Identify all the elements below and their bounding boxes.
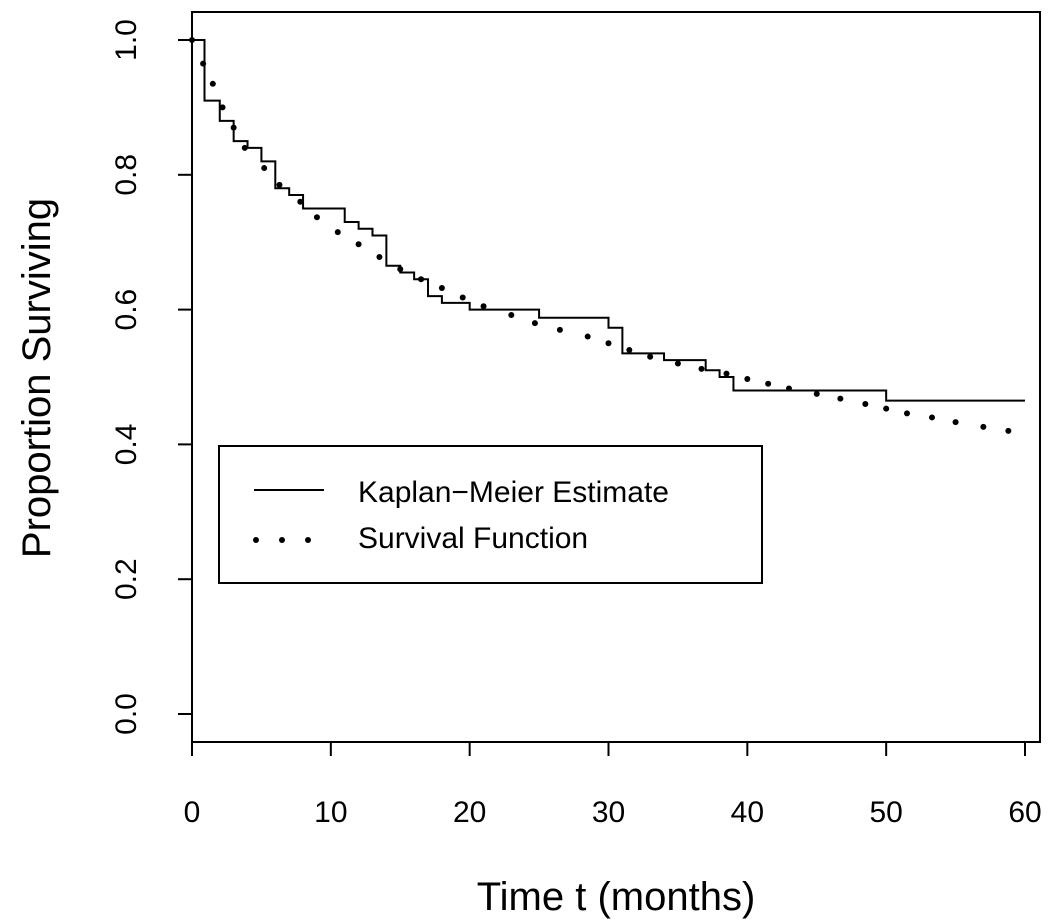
survival-point <box>376 254 383 261</box>
survival-point <box>674 360 681 367</box>
survival-point <box>605 340 612 347</box>
survival-point <box>200 60 207 67</box>
survival-point <box>647 353 654 360</box>
x-tick-label: 30 <box>592 796 625 829</box>
km-step-line <box>192 39 1025 402</box>
x-tick-label: 10 <box>314 796 347 829</box>
legend-label-km: Kaplan−Meier Estimate <box>358 476 669 509</box>
survival-point <box>297 198 304 205</box>
legend-label-survival: Survival Function <box>358 522 588 555</box>
survival-point <box>584 333 591 340</box>
survival-point <box>219 104 226 111</box>
survival-point <box>883 405 890 412</box>
survival-point <box>723 370 730 377</box>
survival-point <box>438 285 445 292</box>
y-tick-label: 0.6 <box>110 289 143 331</box>
x-tick-label: 0 <box>184 796 201 829</box>
survival-point <box>862 400 869 407</box>
survival-point <box>459 294 466 301</box>
survival-point <box>744 376 751 383</box>
survival-point <box>1005 427 1012 434</box>
x-axis-ticks: 0 10 20 30 40 50 60 <box>184 742 1042 829</box>
survival-point <box>209 80 216 87</box>
legend-box <box>218 445 763 584</box>
survival-point <box>928 414 935 421</box>
survival-point <box>189 37 195 43</box>
survival-point <box>480 303 487 310</box>
legend: Kaplan−Meier Estimate Survival Function <box>218 445 763 584</box>
x-tick-label: 40 <box>731 796 764 829</box>
y-axis-title: Proportion Surviving <box>15 198 59 558</box>
survival-point <box>952 419 959 426</box>
x-tick-label: 60 <box>1008 796 1041 829</box>
survival-point <box>785 385 792 392</box>
survival-point <box>313 214 320 221</box>
survival-point <box>508 311 515 318</box>
survival-point <box>765 380 772 387</box>
legend-swatch-survival <box>253 537 311 543</box>
survival-point <box>230 124 237 131</box>
legend-dot <box>279 537 285 543</box>
x-tick-label: 50 <box>869 796 902 829</box>
y-tick-label: 1.0 <box>110 19 143 61</box>
survival-point <box>903 410 910 417</box>
survival-point <box>980 423 987 430</box>
x-tick-label: 20 <box>453 796 486 829</box>
x-axis-title: Time t (months) <box>477 875 756 919</box>
survival-point <box>698 365 705 372</box>
survival-point <box>355 241 362 248</box>
survival-point <box>556 326 563 333</box>
y-tick-label: 0.2 <box>110 558 143 600</box>
survival-point <box>397 266 404 273</box>
survival-point <box>837 395 844 402</box>
survival-point <box>626 347 633 354</box>
survival-point <box>418 276 425 283</box>
plot-box <box>191 11 1041 743</box>
survival-point <box>261 165 268 172</box>
y-tick-label: 0.8 <box>110 154 143 196</box>
y-axis-ticks: 0.0 0.2 0.4 0.6 0.8 1.0 <box>110 19 192 735</box>
legend-dot <box>305 537 311 543</box>
y-tick-label: 0.4 <box>110 424 143 466</box>
survival-point <box>334 229 341 236</box>
survival-point <box>241 144 248 151</box>
survival-point <box>531 320 538 327</box>
series-layer <box>189 37 1025 434</box>
legend-dot <box>253 537 259 543</box>
survival-point <box>813 390 820 397</box>
y-tick-label: 0.0 <box>110 693 143 735</box>
survival-point <box>276 181 283 188</box>
